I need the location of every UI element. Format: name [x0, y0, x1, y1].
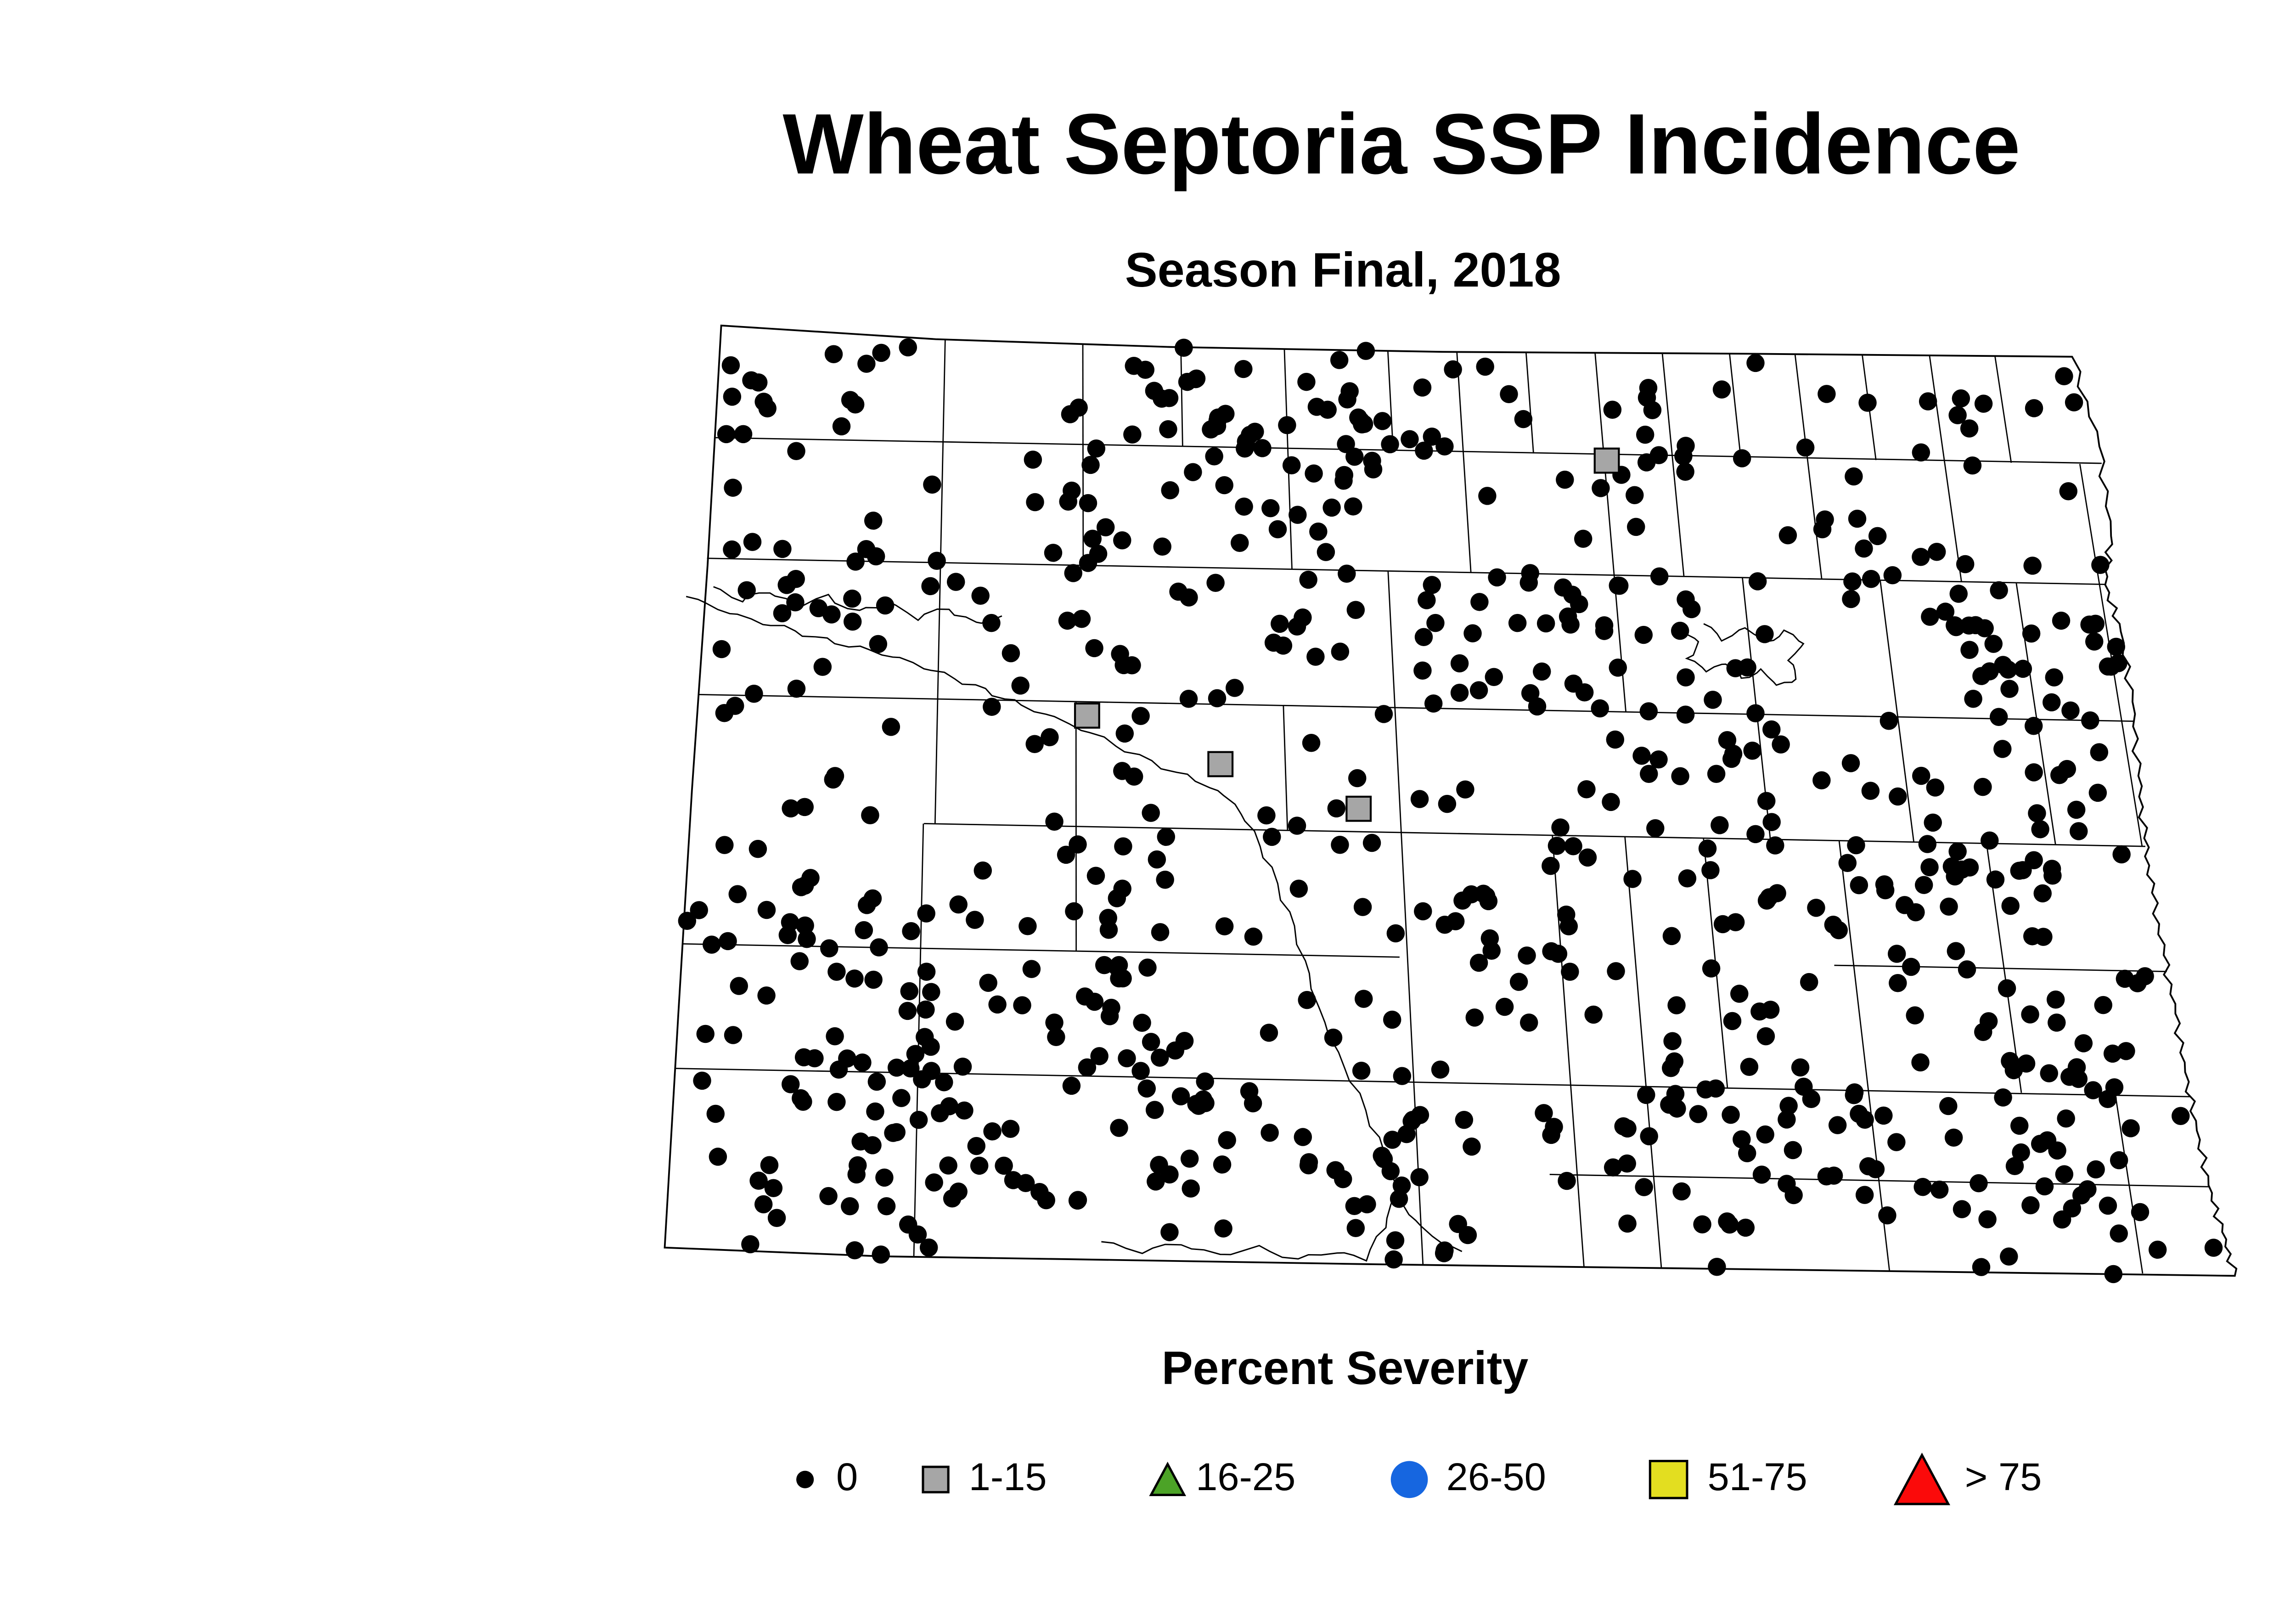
- triangle-icon: [1146, 1458, 1187, 1499]
- gray-square-marker: [1345, 795, 1372, 822]
- legend-item-label: 51-75: [1707, 1456, 1807, 1499]
- square-icon: [1646, 1456, 1691, 1501]
- dot-icon: [793, 1466, 818, 1491]
- gray-square-marker: [1207, 751, 1234, 777]
- chart-title: Wheat Septoria SSP Incidence: [782, 97, 2020, 193]
- legend-title: Percent Severity: [1161, 1343, 1529, 1396]
- legend-item-label: 26-50: [1446, 1456, 1546, 1499]
- legend-item-label: 1-15: [968, 1456, 1047, 1499]
- legend-item-label: 0: [836, 1456, 858, 1499]
- gray-square-marker: [1074, 702, 1100, 729]
- north-dakota-map: [664, 324, 2238, 1283]
- gray-square-marker: [1593, 447, 1620, 474]
- triangle-icon: [1892, 1448, 1953, 1509]
- legend-item-label: > 75: [1964, 1456, 2042, 1499]
- circle-icon: [1386, 1456, 1431, 1501]
- square-icon: [919, 1462, 952, 1495]
- chart-subtitle: Season Final, 2018: [1125, 243, 1561, 298]
- legend-item-label: 16-25: [1196, 1456, 1296, 1499]
